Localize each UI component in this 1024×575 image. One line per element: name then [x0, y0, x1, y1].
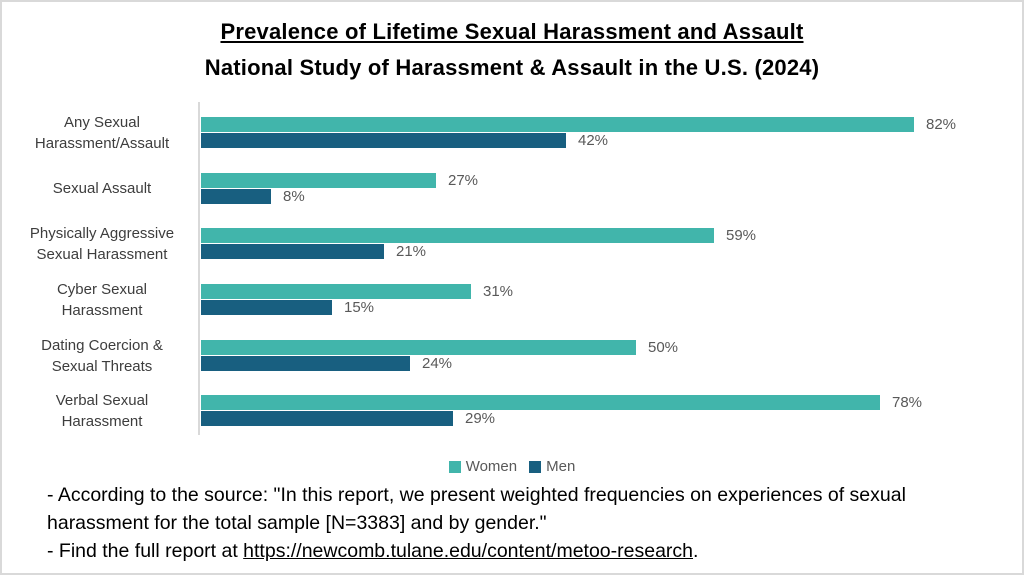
women-swatch-icon [448, 460, 461, 473]
legend-item-men: Men [529, 458, 575, 475]
value-label-men: 29% [465, 410, 496, 427]
chart-subtitle: National Study of Harassment & Assault i… [204, 55, 820, 80]
category-label-line: Verbal Sexual [55, 391, 149, 409]
bar-women [201, 228, 714, 243]
value-label-men: 21% [396, 243, 427, 260]
bar-men [201, 300, 332, 315]
bar-men [201, 244, 384, 259]
value-label-women: 82% [926, 116, 957, 133]
category-label: Physically Aggressive Sexual Harassment [12, 214, 192, 273]
legend: Women Men [2, 458, 1022, 475]
bar-women [201, 340, 636, 355]
value-label-women: 31% [483, 283, 514, 300]
category-label-line: Sexual Harassment [36, 245, 168, 263]
bar-women [201, 395, 880, 410]
value-label-men: 8% [283, 188, 305, 205]
bar-men [201, 133, 566, 148]
value-label-women: 59% [726, 227, 757, 244]
footer-note-report-suffix: . [693, 540, 699, 562]
bar-women [201, 117, 914, 132]
value-label-men: 24% [422, 355, 453, 372]
bar-men [201, 189, 271, 204]
footer-note-source: - According to the source: "In this repo… [47, 484, 906, 534]
footer-note-report: - Find the full report at https://newcom… [47, 537, 1005, 565]
category-label: Any Sexual Harassment/Assault [12, 103, 192, 162]
men-swatch-icon [529, 460, 542, 473]
category-label-line: Any Sexual [64, 113, 140, 131]
value-label-men: 15% [344, 299, 375, 316]
report-link[interactable]: https://newcomb.tulane.edu/content/metoo… [243, 540, 694, 562]
bar-women [201, 173, 436, 188]
footer-notes: - According to the source: "In this repo… [47, 481, 1005, 565]
category-label-line: Harassment [61, 412, 143, 430]
bar-men [201, 411, 453, 426]
legend-label-men: Men [546, 458, 576, 475]
category-label-line: Sexual Threats [51, 357, 153, 375]
bar-women [201, 284, 471, 299]
category-label: Cyber Sexual Harassment [12, 270, 192, 329]
category-label-line: Dating Coercion & [41, 336, 163, 354]
category-label-line: Harassment/Assault [34, 134, 170, 152]
value-label-women: 50% [648, 339, 679, 356]
chart-title: Prevalence of Lifetime Sexual Harassment… [220, 19, 804, 44]
value-label-women: 78% [892, 394, 923, 411]
category-label: Sexual Assault [12, 159, 192, 218]
bar-men [201, 356, 410, 371]
category-label-line: Cyber Sexual [56, 280, 148, 298]
category-label-line: Harassment [61, 301, 143, 319]
category-label: Verbal Sexual Harassment [12, 381, 192, 440]
value-label-women: 27% [448, 172, 479, 189]
category-label: Dating Coercion & Sexual Threats [12, 326, 192, 385]
legend-item-women: Women [448, 458, 518, 475]
value-label-men: 42% [578, 132, 609, 149]
category-label-line: Physically Aggressive [29, 224, 175, 242]
legend-label-women: Women [465, 458, 518, 475]
footer-note-report-prefix: - Find the full report at [47, 540, 244, 562]
category-label-line: Sexual Assault [52, 180, 152, 197]
vertical-axis-line [198, 102, 200, 435]
